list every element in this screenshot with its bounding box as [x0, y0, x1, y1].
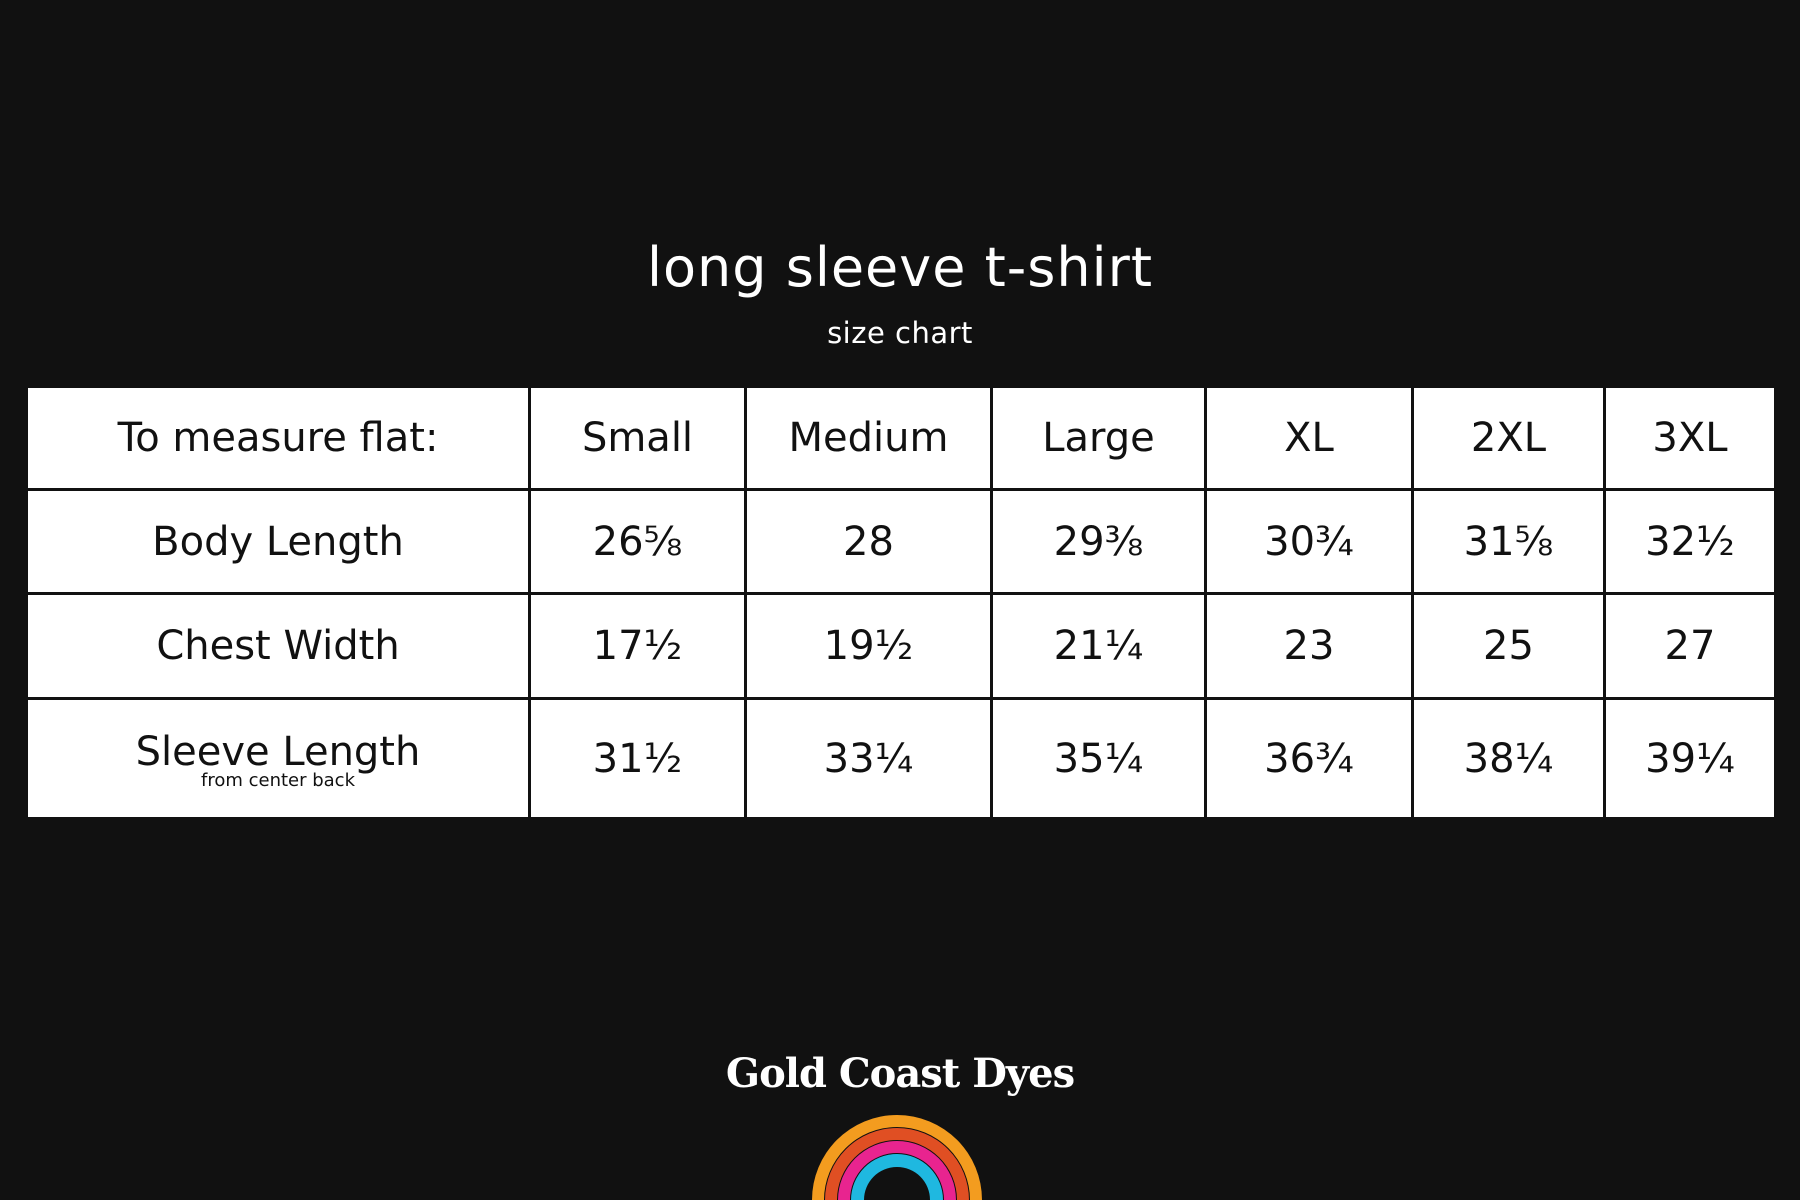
header-cell: 2XL — [1411, 385, 1606, 491]
row-label: Chest Width — [25, 592, 531, 700]
table-cell: 30¾ — [1204, 488, 1414, 595]
header-cell: XL — [1204, 385, 1414, 491]
header-cell: To measure flat: — [25, 385, 531, 491]
table-cell: 31½ — [528, 697, 747, 820]
table-row: Chest Width 17½ 19½ 21¼ 23 25 27 — [25, 592, 1777, 700]
table-cell: 19½ — [744, 592, 993, 700]
rainbow-logo-icon — [812, 1115, 982, 1200]
table-cell: 39¼ — [1603, 697, 1777, 820]
table-cell: 29⅜ — [990, 488, 1207, 595]
table-cell: 31⅝ — [1411, 488, 1606, 595]
table-cell: 36¾ — [1204, 697, 1414, 820]
header-cell: Large — [990, 385, 1207, 491]
row-label-note: from center back — [200, 769, 356, 791]
table-cell: 27 — [1603, 592, 1777, 700]
table-cell: 26⅝ — [528, 488, 747, 595]
table-cell: 25 — [1411, 592, 1606, 700]
table-row: Sleeve Length from center back 31½ 33¼ 3… — [25, 697, 1777, 820]
table-cell: 38¼ — [1411, 697, 1606, 820]
header-cell: Medium — [744, 385, 993, 491]
row-label: Body Length — [25, 488, 531, 595]
header-cell: 3XL — [1603, 385, 1777, 491]
rainbow-band — [825, 1128, 969, 1200]
row-label: Sleeve Length from center back — [25, 697, 531, 820]
table-cell: 35¼ — [990, 697, 1207, 820]
table-header-row: To measure flat: Small Medium Large XL 2… — [25, 385, 1777, 491]
page-subtitle: size chart — [827, 316, 973, 350]
table-cell: 17½ — [528, 592, 747, 700]
brand-logo-text: Gold Coast Dyes — [725, 1050, 1075, 1097]
table-cell: 21¼ — [990, 592, 1207, 700]
table-cell: 33¼ — [744, 697, 993, 820]
rainbow-band — [851, 1154, 943, 1200]
header-cell: Small — [528, 385, 747, 491]
table-row: Body Length 26⅝ 28 29⅜ 30¾ 31⅝ 32½ — [25, 488, 1777, 595]
size-chart-table: To measure flat: Small Medium Large XL 2… — [25, 385, 1777, 820]
table-cell: 23 — [1204, 592, 1414, 700]
rainbow-band — [838, 1141, 956, 1200]
row-label-text: Sleeve Length — [135, 728, 421, 775]
page-title: long sleeve t-shirt — [646, 236, 1154, 299]
rainbow-band — [812, 1115, 982, 1200]
table-cell: 32½ — [1603, 488, 1777, 595]
table-cell: 28 — [744, 488, 993, 595]
